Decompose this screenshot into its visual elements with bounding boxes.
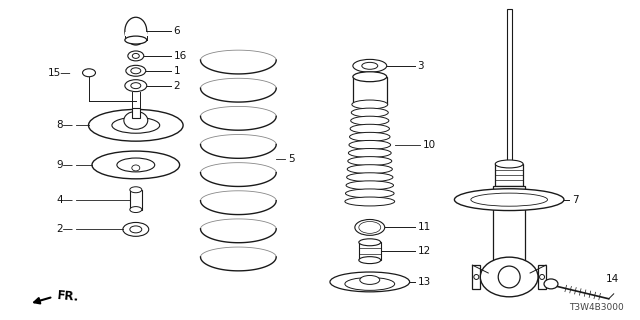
Text: 9—: 9— (56, 160, 73, 170)
Ellipse shape (544, 279, 558, 289)
Ellipse shape (348, 156, 392, 165)
Bar (472, 265, 480, 289)
Ellipse shape (128, 51, 144, 61)
Ellipse shape (362, 62, 378, 69)
Ellipse shape (125, 36, 147, 44)
Ellipse shape (345, 197, 395, 206)
Bar (538, 265, 546, 289)
Text: 6: 6 (173, 26, 180, 36)
Ellipse shape (454, 189, 564, 211)
Ellipse shape (132, 53, 140, 58)
Ellipse shape (348, 148, 391, 157)
Bar (130, 190, 142, 210)
Text: T3W4B3000: T3W4B3000 (569, 303, 623, 312)
Ellipse shape (480, 257, 538, 297)
Ellipse shape (353, 60, 387, 72)
Ellipse shape (359, 221, 381, 233)
Text: 12: 12 (417, 246, 431, 256)
Ellipse shape (130, 207, 142, 212)
Ellipse shape (123, 222, 148, 236)
Text: 4—: 4— (56, 195, 73, 205)
FancyArrowPatch shape (34, 298, 51, 303)
Ellipse shape (124, 111, 148, 129)
Ellipse shape (471, 193, 547, 206)
Ellipse shape (345, 277, 395, 290)
Ellipse shape (351, 108, 388, 117)
Text: 3: 3 (417, 61, 424, 71)
Bar (495, 164, 523, 186)
Ellipse shape (130, 226, 142, 233)
Ellipse shape (126, 65, 146, 76)
Text: 1: 1 (173, 66, 180, 76)
Ellipse shape (112, 117, 160, 133)
Ellipse shape (346, 189, 394, 198)
Ellipse shape (130, 187, 142, 193)
Ellipse shape (351, 116, 389, 125)
Ellipse shape (353, 72, 387, 82)
Ellipse shape (355, 220, 385, 235)
Ellipse shape (131, 68, 141, 74)
Text: 11: 11 (417, 222, 431, 232)
Bar (507, 9, 511, 185)
Text: 2: 2 (173, 81, 180, 91)
Ellipse shape (363, 223, 377, 231)
Ellipse shape (359, 239, 381, 246)
Ellipse shape (350, 124, 390, 133)
Ellipse shape (132, 165, 140, 171)
Ellipse shape (348, 165, 392, 174)
Ellipse shape (125, 80, 147, 92)
Ellipse shape (540, 275, 545, 279)
Ellipse shape (352, 100, 388, 109)
Text: 14: 14 (605, 274, 619, 284)
Ellipse shape (117, 158, 155, 172)
Bar (132, 108, 140, 118)
Ellipse shape (125, 17, 147, 45)
Bar (353, 77, 387, 105)
Text: 15—: 15— (47, 68, 71, 78)
Ellipse shape (495, 160, 523, 168)
Bar (359, 242, 381, 260)
Text: 10: 10 (422, 140, 436, 150)
Ellipse shape (330, 272, 410, 292)
Text: FR.: FR. (56, 289, 79, 304)
Text: 5: 5 (288, 154, 295, 164)
Ellipse shape (347, 173, 393, 182)
Ellipse shape (88, 109, 183, 141)
Text: 16: 16 (173, 51, 187, 61)
Ellipse shape (474, 275, 479, 279)
Ellipse shape (92, 151, 180, 179)
Ellipse shape (131, 83, 141, 89)
Ellipse shape (346, 181, 394, 190)
Ellipse shape (498, 266, 520, 288)
Ellipse shape (349, 132, 390, 141)
Ellipse shape (83, 69, 95, 77)
Ellipse shape (360, 276, 380, 284)
Text: 8—: 8— (56, 120, 73, 130)
Ellipse shape (359, 257, 381, 264)
Bar (125, 32, 147, 40)
Ellipse shape (349, 140, 390, 149)
Text: 13: 13 (417, 277, 431, 287)
Text: 7: 7 (572, 195, 579, 205)
Text: 2—: 2— (56, 224, 73, 234)
Bar (493, 186, 525, 261)
